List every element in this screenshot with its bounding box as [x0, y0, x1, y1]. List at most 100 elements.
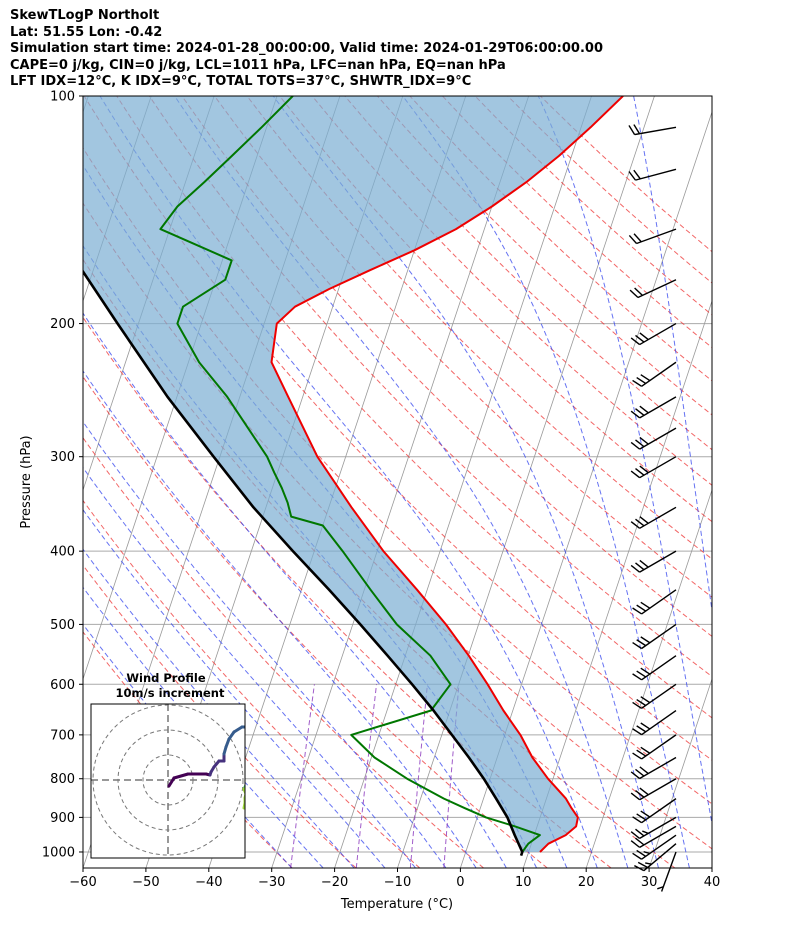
isotherm: [83, 96, 89, 114]
wind-barb-staff: [639, 550, 677, 573]
wind-barb: [632, 361, 677, 387]
wind-barb: [632, 798, 677, 824]
wind-barb: [628, 124, 677, 136]
dry-adiabat: [83, 202, 712, 850]
wind-barb-staff: [634, 126, 677, 136]
isotherm: [711, 866, 712, 868]
hodograph-segment: [172, 772, 190, 780]
wind-barb-feather: [639, 516, 649, 524]
temperature-line: [270, 96, 624, 853]
wind-barb-staff: [639, 322, 677, 346]
y-tick-label: 600: [50, 678, 75, 693]
wind-barb-feather: [635, 408, 645, 416]
dry-adiabat: [83, 375, 548, 868]
hodograph-subtitle: 10m/s increment: [116, 686, 225, 700]
wind-barb: [634, 843, 677, 872]
wind-barb-staff: [639, 816, 677, 839]
wind-barb-staff: [636, 228, 677, 245]
hodograph-segment: [282, 745, 284, 751]
wind-barb-staff: [635, 168, 677, 181]
x-tick-label: −40: [195, 875, 222, 890]
wind-barb-feather: [632, 816, 642, 824]
wind-barb-feather: [636, 699, 647, 707]
hodograph-frame: [90, 703, 246, 859]
location-line: Lat: 51.55 Lon: -0.42: [10, 24, 163, 40]
wind-barb-staff: [641, 734, 677, 760]
wind-barb: [630, 456, 677, 479]
isotherm: [585, 488, 712, 868]
wind-barb-feather: [642, 830, 649, 835]
wind-barb-feather: [633, 233, 642, 243]
wind-barb-feather: [630, 470, 641, 479]
dry-adiabat: [311, 96, 712, 486]
wind-barb: [632, 623, 677, 650]
wind-barb-feather: [635, 790, 645, 798]
wind-barb-feather: [636, 813, 647, 821]
wind-barb-feather: [632, 701, 642, 709]
wind-barb-feather: [635, 837, 645, 846]
hodograph-segment: [251, 773, 256, 776]
wind-barb: [628, 168, 677, 181]
wind-barb-feather: [639, 465, 649, 474]
wind-barb-feather: [630, 337, 641, 346]
x-tick-label: −50: [132, 875, 159, 890]
wind-barb-feather: [630, 410, 641, 419]
wind-barb-feather: [635, 439, 645, 448]
y-tick-label: 100: [50, 90, 75, 105]
wind-barb-feather: [636, 639, 647, 647]
wind-barb-staff: [643, 843, 677, 872]
wind-barb-feather: [633, 124, 641, 135]
wind-barb: [632, 683, 677, 709]
hodograph-segment: [276, 757, 279, 764]
wind-barb-feather: [630, 792, 641, 801]
wind-barb-staff: [637, 279, 677, 299]
wind-barb: [630, 550, 677, 573]
x-tick-label: 10: [515, 875, 532, 890]
wind-barb-feather: [635, 768, 645, 777]
wind-profile-hodograph: Wind Profile 10m/s increment: [90, 671, 284, 859]
wind-barb: [630, 396, 677, 419]
wind-barb-feather: [630, 831, 641, 839]
mixing-ratio-line: [409, 684, 428, 868]
moist-adiabat: [83, 370, 477, 868]
wind-barb-feather: [637, 861, 648, 869]
wind-barb: [632, 709, 677, 736]
isotherm: [648, 677, 712, 868]
x-tick-label: 20: [578, 875, 595, 890]
wind-barb: [657, 851, 677, 892]
hodograph-segment: [283, 738, 284, 745]
wind-barb-feather: [635, 467, 645, 476]
y-tick-label: 700: [50, 728, 75, 743]
moist-adiabat: [537, 96, 712, 827]
wind-barb-feather: [639, 332, 649, 341]
hodograph-segment: [279, 751, 282, 757]
wind-barb-feather: [632, 752, 642, 760]
wind-barb-feather: [636, 376, 647, 385]
x-tick-label: −20: [321, 875, 348, 890]
wind-barb-feather: [636, 604, 647, 612]
hodograph-segment: [167, 776, 176, 788]
wind-barb-staff: [639, 506, 677, 529]
wind-barb-feather: [640, 636, 651, 644]
y-tick-label: 400: [50, 545, 75, 560]
moist-adiabat: [174, 96, 629, 868]
wind-barb-feather: [640, 810, 651, 818]
wind-barb-feather: [639, 436, 649, 445]
wind-barb-staff: [639, 427, 677, 450]
wind-barb-feather: [640, 696, 651, 704]
wind-barb-staff: [641, 361, 677, 387]
wind-barb: [630, 756, 677, 780]
wind-barb-staff: [639, 825, 677, 848]
x-tick-label: 30: [641, 875, 658, 890]
wind-barb-feather: [632, 852, 642, 860]
cape-line: CAPE=0 j/kg, CIN=0 j/kg, LCL=1011 hPa, L…: [10, 57, 506, 73]
wind-barb-staff: [639, 396, 677, 419]
time-line: Simulation start time: 2024-01-28_00:00:…: [10, 41, 603, 56]
wind-barb-feather: [632, 607, 642, 615]
wind-barb-feather: [635, 828, 645, 837]
x-tick-label: −60: [69, 875, 96, 890]
wind-barb-feather: [657, 886, 664, 890]
wind-barb-feather: [639, 787, 649, 796]
wind-barb-staff: [641, 834, 677, 860]
parcel-line: [83, 269, 524, 857]
